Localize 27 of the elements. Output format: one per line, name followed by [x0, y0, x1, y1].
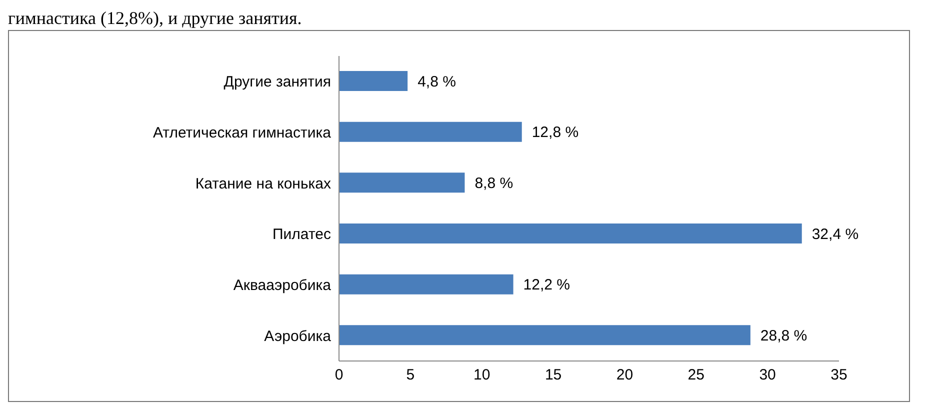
x-tick-label: 30: [759, 366, 776, 384]
data-label: 12,8 %: [532, 124, 579, 142]
data-label: 12,2 %: [523, 276, 570, 294]
x-tick-label: 20: [616, 366, 634, 384]
y-tick-label: Пилатес: [272, 226, 332, 244]
x-tick-label: 15: [544, 366, 562, 384]
text: гимнастика (12,8%), и другие занятия.: [8, 8, 303, 30]
x-tick-label: 5: [406, 366, 415, 384]
y-tick-label: Атлетическая гимнастика: [152, 124, 332, 142]
y-tick-label: Другие занятия: [224, 74, 331, 91]
x-tick-label: 10: [474, 366, 490, 384]
data-label: 8,8 %: [474, 174, 514, 192]
y-tick-label: Аквааэробика: [233, 277, 332, 294]
data-label: 28,8 %: [760, 327, 808, 344]
bar: [339, 325, 750, 346]
x-tick-label: 25: [688, 366, 704, 384]
bar: [339, 172, 465, 193]
bar: [339, 122, 522, 142]
y-tick-label: Катание на коньках: [195, 175, 332, 192]
data-label: 32,4 %: [812, 226, 859, 243]
bar: [339, 274, 514, 294]
x-tick-label: 0: [334, 366, 344, 384]
bar: [339, 224, 802, 244]
data-label: 4,8 %: [418, 73, 456, 90]
y-tick-label: Аэробика: [264, 328, 332, 345]
bar: [339, 71, 408, 91]
x-tick-label: 35: [830, 366, 848, 384]
